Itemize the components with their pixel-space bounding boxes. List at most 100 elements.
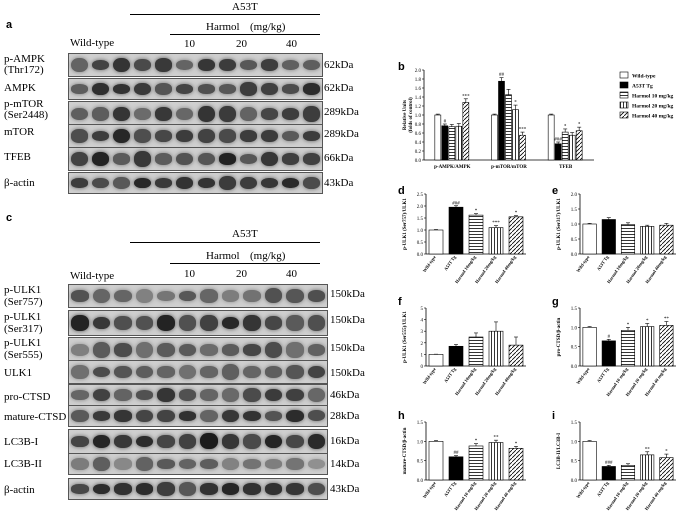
chart-d-bar	[508, 216, 524, 255]
chart-d-bar	[428, 229, 444, 255]
blot-band	[114, 435, 132, 448]
chart-h-y-tick-label: 1.0	[417, 440, 424, 445]
panel-c-row-label-6: mature-CTSD	[4, 411, 67, 423]
blot-band	[264, 342, 282, 358]
chart-g-annotation: **	[664, 317, 670, 322]
blot-band	[92, 107, 110, 121]
panel-c-kda-8: 14kDa	[330, 458, 360, 470]
blot-band	[302, 177, 320, 189]
chart-i-bar	[601, 466, 616, 481]
panel-c-group-line	[130, 242, 320, 243]
chart-g-y-tick-label: 0.0	[571, 365, 578, 370]
blot-band	[92, 483, 110, 495]
panel-c-row-label-3b: (Ser555)	[4, 349, 43, 361]
panel-c-blot-2	[68, 310, 328, 336]
chart-b-category-label: p-AMPK/AMPK	[434, 165, 470, 170]
blot-band	[135, 409, 153, 423]
blot-band	[178, 389, 196, 401]
blot-band	[197, 177, 215, 189]
blot-band	[135, 316, 153, 330]
blot-band	[239, 82, 257, 96]
blot-band	[243, 459, 261, 469]
chart-b-annotation: *	[514, 101, 517, 106]
chart-b-annotation: ###	[554, 138, 562, 143]
blot-band	[221, 317, 239, 329]
chart-f-category-label: A53T Tg	[443, 366, 457, 383]
blot-band	[200, 458, 218, 470]
blot-band	[197, 84, 215, 94]
chart-e-bar	[601, 219, 616, 255]
chart-b-bar	[491, 114, 498, 161]
chart-g-y-tick-label: 0.5	[571, 346, 578, 351]
chart-h-bar	[468, 445, 484, 481]
panel-letter-f: f	[398, 296, 402, 308]
chart-b-bar	[575, 130, 583, 161]
chart-d-category-label: Harmol 20mg/kg	[474, 254, 497, 284]
chart-f-category-label: Harmol 20mg/kg	[474, 366, 497, 396]
blot-band	[113, 106, 131, 122]
blot-band	[114, 410, 132, 422]
blot-band	[281, 108, 299, 120]
blot-band	[157, 459, 175, 469]
chart-h-category-label: A53T Tg	[443, 480, 457, 497]
blot-band	[260, 59, 278, 71]
blot-band	[71, 365, 89, 379]
chart-b-y-tick-label: 1.2	[415, 105, 422, 110]
blot-band	[260, 151, 278, 167]
chart-b-bar	[547, 114, 555, 161]
blot-band	[218, 176, 236, 190]
blot-band	[197, 128, 215, 144]
panel-c-dose-20: 20	[236, 268, 247, 280]
panel-c-blot-5	[68, 384, 328, 406]
panel-c-blot-3	[68, 337, 328, 363]
chart-e-y-tick-label: 2.0	[571, 193, 578, 198]
blot-band	[71, 409, 89, 423]
chart-b-legend-swatch	[619, 81, 629, 89]
blot-band	[286, 388, 304, 402]
panel-letter-c: c	[6, 212, 13, 224]
panel-letter-g: g	[552, 296, 559, 308]
blot-band	[176, 107, 194, 121]
panel-a-row-label-1: p-AMPK	[4, 53, 45, 65]
blot-band	[71, 129, 89, 143]
blot-band	[155, 153, 173, 165]
blot-band	[178, 458, 196, 470]
blot-band	[71, 484, 89, 494]
chart-b-bar	[441, 125, 449, 161]
chart-h-bar	[508, 447, 524, 481]
blot-band	[71, 151, 89, 167]
chart-d-y-label: p-ULK1 (Ser757)/ULK1	[403, 198, 408, 250]
chart-g-annotation: *	[646, 319, 649, 324]
chart-f-bar	[508, 344, 524, 367]
chart-d-category-label: Harmol 40mg/kg	[494, 254, 517, 284]
chart-h: 0.0 0.5 1.0 1.5 mature-CTSD/β-actin Wild-type…	[403, 421, 526, 511]
chart-f-y-tick-label: 2	[421, 342, 424, 347]
panel-a-kda-5: 66kDa	[324, 152, 354, 164]
chart-d-category-label: A53T Tg	[443, 254, 457, 271]
blot-band	[197, 152, 215, 166]
chart-d-y-tick-label: 0.0	[417, 253, 424, 258]
blot-band	[92, 152, 110, 166]
blot-band	[260, 177, 278, 189]
blot-band	[239, 153, 257, 165]
blot-band	[135, 341, 153, 359]
blot-band	[114, 316, 132, 330]
chart-h-bar	[488, 442, 504, 481]
chart-g-annotation: *	[627, 323, 630, 328]
panel-a-row-label-3b: (Ser2448)	[4, 109, 48, 121]
blot-band	[197, 105, 215, 123]
panel-a-row-label-1b: (Thr172)	[4, 64, 44, 76]
blot-band	[92, 59, 110, 71]
chart-e-bar	[620, 224, 636, 255]
chart-e-category-label: Harmol 40mg/kg	[644, 254, 667, 284]
chart-e: 0.0 0.5 1.0 1.5 2.0 p-ULK1 (Ser317)/ULK1 Wild-…	[557, 193, 676, 284]
chart-f-bar	[488, 330, 504, 367]
chart-g-bar	[582, 327, 597, 367]
panel-a-row-label-5: TFEB	[4, 151, 31, 163]
chart-i: 0.0 0.5 1.0 1.5 LC3B-II/LC3B-I Wild-type ### A5…	[557, 421, 676, 511]
panel-a-dose-40: 40	[286, 38, 297, 50]
chart-h-y-tick-label: 0.0	[417, 479, 424, 484]
chart-g-y-tick-label: 1.5	[571, 307, 578, 312]
chart-i-bar	[659, 457, 674, 481]
blot-band	[113, 83, 131, 95]
